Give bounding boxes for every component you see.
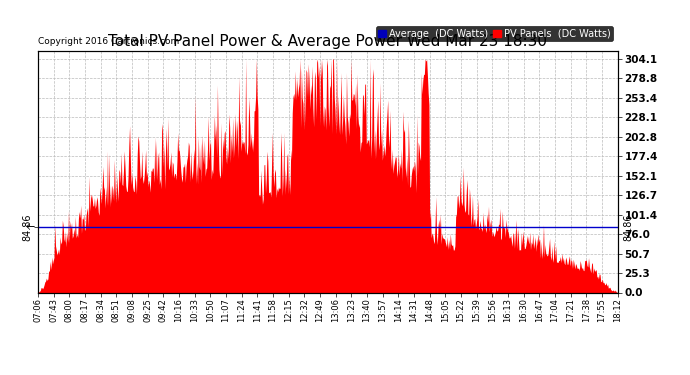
Text: 84.86: 84.86 (623, 214, 633, 241)
Title: Total PV Panel Power & Average Power Wed Mar 23 18:30: Total PV Panel Power & Average Power Wed… (108, 34, 547, 50)
Legend: Average  (DC Watts), PV Panels  (DC Watts): Average (DC Watts), PV Panels (DC Watts) (375, 27, 613, 41)
Text: ←: ← (26, 222, 35, 232)
Text: Copyright 2016 Cartronics.com: Copyright 2016 Cartronics.com (38, 37, 179, 46)
